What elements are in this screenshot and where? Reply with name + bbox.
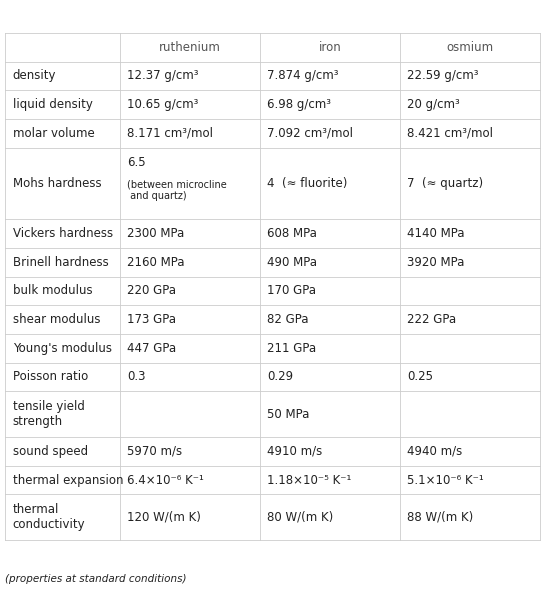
Text: 7.092 cm³/mol: 7.092 cm³/mol (267, 127, 353, 140)
Text: thermal
conductivity: thermal conductivity (13, 503, 85, 531)
Text: 3920 MPa: 3920 MPa (407, 256, 464, 269)
Text: 222 GPa: 222 GPa (407, 313, 456, 326)
Text: 4940 m/s: 4940 m/s (407, 445, 463, 458)
Text: 88 W/(m K): 88 W/(m K) (407, 511, 474, 524)
Text: bulk modulus: bulk modulus (13, 284, 92, 297)
Text: 10.65 g/cm³: 10.65 g/cm³ (128, 98, 199, 111)
Text: 7  (≈ quartz): 7 (≈ quartz) (407, 177, 483, 190)
Text: 447 GPa: 447 GPa (128, 341, 177, 355)
Text: 4  (≈ fluorite): 4 (≈ fluorite) (267, 177, 348, 190)
Text: 6.5: 6.5 (128, 156, 146, 169)
Text: shear modulus: shear modulus (13, 313, 100, 326)
Text: 2300 MPa: 2300 MPa (128, 227, 185, 240)
Text: 5.1×10⁻⁶ K⁻¹: 5.1×10⁻⁶ K⁻¹ (407, 473, 484, 487)
Text: 0.3: 0.3 (128, 370, 146, 383)
Text: 22.59 g/cm³: 22.59 g/cm³ (407, 69, 479, 82)
Text: 0.25: 0.25 (407, 370, 433, 383)
Text: 6.98 g/cm³: 6.98 g/cm³ (267, 98, 331, 111)
Text: 173 GPa: 173 GPa (128, 313, 177, 326)
Text: 220 GPa: 220 GPa (128, 284, 177, 297)
Text: 4910 m/s: 4910 m/s (267, 445, 323, 458)
Text: 120 W/(m K): 120 W/(m K) (128, 511, 201, 524)
Text: 5970 m/s: 5970 m/s (128, 445, 183, 458)
Text: 50 MPa: 50 MPa (267, 408, 310, 421)
Text: 6.4×10⁻⁶ K⁻¹: 6.4×10⁻⁶ K⁻¹ (128, 473, 204, 487)
Text: 0.29: 0.29 (267, 370, 293, 383)
Text: 211 GPa: 211 GPa (267, 341, 317, 355)
Text: Poisson ratio: Poisson ratio (13, 370, 88, 383)
Text: (properties at standard conditions): (properties at standard conditions) (5, 574, 187, 584)
Text: 4140 MPa: 4140 MPa (407, 227, 465, 240)
Text: 8.421 cm³/mol: 8.421 cm³/mol (407, 127, 493, 140)
Text: 2160 MPa: 2160 MPa (128, 256, 185, 269)
Text: 8.171 cm³/mol: 8.171 cm³/mol (128, 127, 213, 140)
Text: 608 MPa: 608 MPa (267, 227, 317, 240)
Text: osmium: osmium (446, 41, 493, 54)
Text: 20 g/cm³: 20 g/cm³ (407, 98, 460, 111)
Text: (between microcline
 and quartz): (between microcline and quartz) (128, 179, 227, 201)
Text: sound speed: sound speed (13, 445, 88, 458)
Text: 7.874 g/cm³: 7.874 g/cm³ (267, 69, 339, 82)
Text: Vickers hardness: Vickers hardness (13, 227, 113, 240)
Text: iron: iron (319, 41, 342, 54)
Text: Young's modulus: Young's modulus (13, 341, 112, 355)
Text: 490 MPa: 490 MPa (267, 256, 317, 269)
Text: Brinell hardness: Brinell hardness (13, 256, 108, 269)
Text: 12.37 g/cm³: 12.37 g/cm³ (128, 69, 199, 82)
Text: liquid density: liquid density (13, 98, 93, 111)
Text: 170 GPa: 170 GPa (267, 284, 316, 297)
Text: tensile yield
strength: tensile yield strength (13, 400, 84, 428)
Text: ruthenium: ruthenium (159, 41, 221, 54)
Text: thermal expansion: thermal expansion (13, 473, 123, 487)
Text: 80 W/(m K): 80 W/(m K) (267, 511, 334, 524)
Text: 82 GPa: 82 GPa (267, 313, 309, 326)
Text: Mohs hardness: Mohs hardness (13, 177, 101, 190)
Text: 1.18×10⁻⁵ K⁻¹: 1.18×10⁻⁵ K⁻¹ (267, 473, 352, 487)
Text: density: density (13, 69, 56, 82)
Text: molar volume: molar volume (13, 127, 94, 140)
